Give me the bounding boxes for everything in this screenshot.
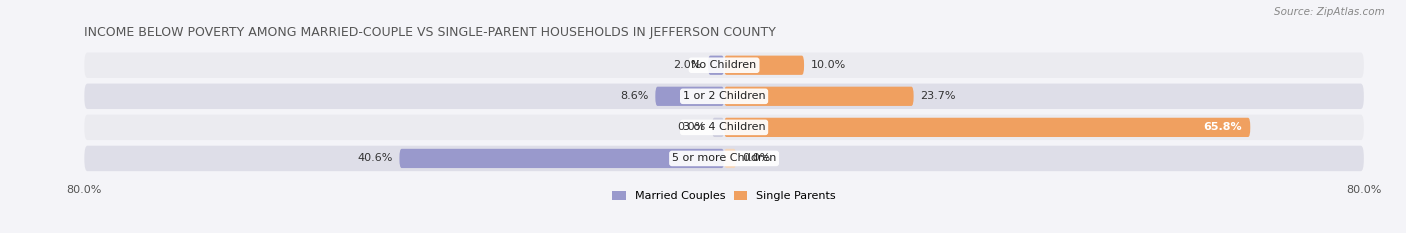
Text: 40.6%: 40.6% [357,154,394,163]
FancyBboxPatch shape [655,87,724,106]
Text: 8.6%: 8.6% [620,91,650,101]
FancyBboxPatch shape [724,56,804,75]
Text: 0.0%: 0.0% [678,122,706,132]
Text: 2.0%: 2.0% [673,60,702,70]
FancyBboxPatch shape [84,146,1364,171]
FancyBboxPatch shape [724,87,914,106]
FancyBboxPatch shape [724,118,1250,137]
Text: Source: ZipAtlas.com: Source: ZipAtlas.com [1274,7,1385,17]
Legend: Married Couples, Single Parents: Married Couples, Single Parents [613,191,835,201]
Text: 5 or more Children: 5 or more Children [672,154,776,163]
Text: 3 or 4 Children: 3 or 4 Children [683,122,765,132]
Text: 1 or 2 Children: 1 or 2 Children [683,91,765,101]
FancyBboxPatch shape [84,52,1364,78]
Text: 10.0%: 10.0% [810,60,845,70]
Text: 65.8%: 65.8% [1204,122,1243,132]
FancyBboxPatch shape [711,118,724,137]
Text: 23.7%: 23.7% [920,91,956,101]
FancyBboxPatch shape [84,84,1364,109]
Text: 0.0%: 0.0% [742,154,770,163]
FancyBboxPatch shape [709,56,724,75]
Text: INCOME BELOW POVERTY AMONG MARRIED-COUPLE VS SINGLE-PARENT HOUSEHOLDS IN JEFFERS: INCOME BELOW POVERTY AMONG MARRIED-COUPL… [84,26,776,39]
FancyBboxPatch shape [84,115,1364,140]
FancyBboxPatch shape [399,149,724,168]
FancyBboxPatch shape [724,149,737,168]
Text: No Children: No Children [692,60,756,70]
